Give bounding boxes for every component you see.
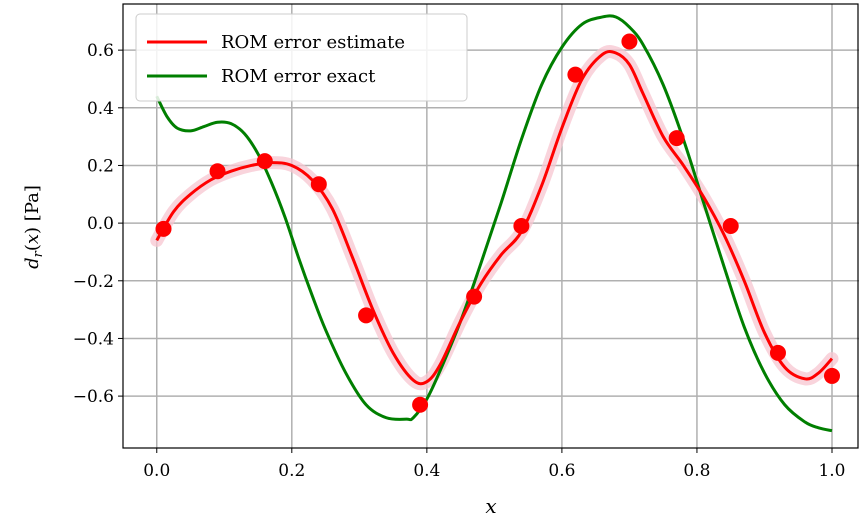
- legend-box: [135, 13, 468, 102]
- data-point: [668, 130, 685, 147]
- y-tick-label: 0.0: [87, 214, 114, 234]
- data-point: [823, 367, 840, 384]
- y-tick-label: −0.4: [73, 329, 114, 349]
- data-point: [513, 218, 530, 234]
- x-tick-label: 0.8: [683, 461, 710, 481]
- legend-label-estimate: ROM error estimate: [221, 32, 405, 53]
- y-tick-label: 0.4: [87, 99, 114, 119]
- x-axis-label: x: [485, 494, 496, 518]
- legend: ROM error estimate ROM error exact: [135, 13, 468, 102]
- x-tick-label: 1.0: [818, 461, 845, 481]
- x-tick-label: 0.6: [548, 461, 575, 481]
- data-point: [310, 176, 327, 193]
- data-point: [466, 288, 483, 305]
- data-point: [621, 33, 638, 50]
- y-tick-label: −0.6: [73, 387, 114, 407]
- x-tick-label: 0.4: [413, 461, 440, 481]
- legend-label-exact: ROM error exact: [221, 66, 376, 87]
- y-axis-label: dr(x) [Pa]: [22, 185, 46, 269]
- data-point: [256, 153, 273, 170]
- data-point: [412, 396, 429, 413]
- axes-frame: [122, 3, 859, 449]
- x-tick-label: 0.2: [278, 461, 305, 481]
- data-point: [769, 344, 786, 361]
- data-point: [155, 220, 172, 237]
- data-point: [358, 307, 375, 324]
- data-point: [722, 218, 739, 234]
- data-point: [567, 66, 584, 83]
- y-tick-label: −0.2: [73, 272, 114, 292]
- y-tick-label: 0.6: [87, 41, 114, 61]
- ticks: 0.0 0.2 0.4 0.6 0.8 1.0 −0.6 −0.4 −0.2 0.0 0.2 0.4 0…: [73, 41, 846, 481]
- x-tick-label: 0.0: [143, 461, 170, 481]
- data-point: [209, 163, 226, 180]
- y-tick-label: 0.2: [87, 156, 114, 176]
- data-points: [155, 33, 840, 413]
